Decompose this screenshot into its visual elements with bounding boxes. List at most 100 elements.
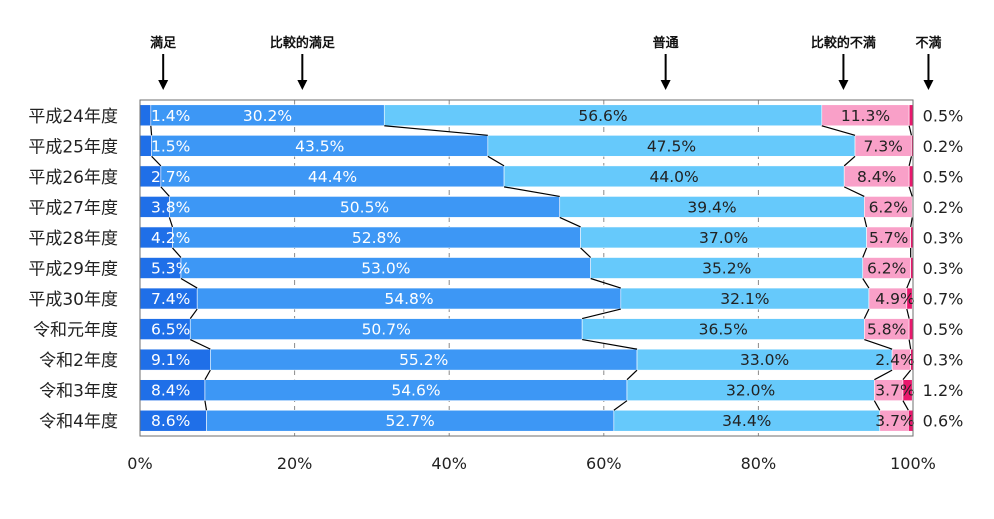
label-layer: 1.4% 30.2% 56.6% 11.3% 0.5% 1.5% 43.5% 47.5% 7.3…: [151, 106, 963, 430]
data-label-4-3: 5.7%: [869, 229, 908, 247]
data-label-outside-6: 0.7%: [923, 290, 964, 309]
connector-1-5: [180, 277, 198, 289]
connector-2-7: [582, 338, 638, 350]
connector-3-3: [863, 217, 868, 228]
connector-1-7: [189, 339, 211, 350]
connector-2-2: [503, 186, 560, 198]
legend-arrow-head-0: [158, 80, 169, 90]
connector-1-4: [172, 247, 182, 258]
connector-3-9: [873, 400, 881, 411]
x-tick-label-3: 60%: [586, 454, 622, 473]
data-label-0-0: 1.4%: [151, 107, 190, 125]
data-label-8-2: 33.0%: [740, 351, 789, 369]
connector-4-8: [902, 369, 912, 381]
bar-1-0: [139, 135, 152, 157]
data-label-0-3: 11.3%: [841, 107, 890, 125]
data-label-1-0: 1.5%: [151, 137, 190, 155]
data-label-6-3: 4.9%: [875, 290, 914, 308]
data-label-outside-8: 0.3%: [923, 351, 964, 370]
connector-2-0: [384, 125, 488, 136]
connector-2-1: [487, 155, 505, 167]
data-label-7-2: 36.5%: [699, 321, 748, 339]
connector-3-8: [874, 369, 893, 381]
data-label-3-3: 6.2%: [869, 198, 908, 216]
connector-1-2: [160, 186, 170, 197]
data-label-6-2: 32.1%: [720, 290, 769, 308]
bar-0-0: [139, 104, 152, 127]
data-label-0-1: 30.2%: [243, 107, 292, 125]
connector-4-2: [908, 186, 913, 197]
x-tick-label-5: 100%: [890, 454, 936, 473]
data-label-2-0: 2.7%: [151, 168, 190, 186]
x-tick-label-0: 0%: [127, 454, 152, 473]
category-label-10: 令和4年度: [39, 412, 118, 432]
data-label-outside-7: 0.5%: [923, 320, 964, 339]
connector-1-6: [189, 308, 198, 319]
data-label-0-2: 56.6%: [578, 107, 627, 125]
data-label-8-1: 55.2%: [399, 351, 448, 369]
category-label-6: 平成30年度: [28, 290, 118, 310]
connector-2-6: [582, 308, 621, 320]
data-label-outside-0: 0.5%: [923, 106, 964, 125]
bar-7-4: [908, 318, 914, 340]
x-tick-label-4: 80%: [741, 454, 777, 473]
data-label-3-1: 50.5%: [340, 198, 389, 216]
connector-layer: [150, 125, 913, 411]
category-label-8: 令和2年度: [39, 351, 118, 371]
bar-0-4: [908, 104, 914, 127]
legend-label-1: 比較的満足: [270, 35, 336, 51]
connector-3-5: [862, 278, 870, 289]
legend-label-4: 不満: [915, 35, 941, 51]
data-label-9-3: 3.7%: [875, 382, 914, 400]
data-label-10-1: 52.7%: [386, 412, 435, 430]
legend-arrow-head-1: [297, 80, 308, 90]
connector-4-5: [906, 278, 912, 289]
data-label-7-0: 6.5%: [151, 321, 190, 339]
connector-4-9: [902, 400, 909, 411]
data-label-9-1: 54.6%: [391, 382, 440, 400]
data-label-2-1: 44.4%: [308, 168, 357, 186]
connector-2-4: [580, 247, 592, 258]
category-label-0: 平成24年度: [28, 107, 118, 127]
bar-6-4: [906, 287, 913, 310]
data-label-10-3: 3.7%: [875, 412, 914, 430]
data-label-10-2: 34.4%: [722, 412, 771, 430]
connector-4-0: [908, 125, 913, 136]
category-label-1: 平成25年度: [28, 137, 118, 157]
connector-1-0: [150, 125, 153, 136]
data-label-5-3: 6.2%: [867, 260, 906, 278]
data-label-10-0: 8.6%: [151, 412, 190, 430]
legend-arrow-head-3: [838, 80, 849, 90]
legend-label-0: 満足: [150, 35, 177, 51]
x-tick-label-2: 40%: [431, 454, 467, 473]
data-label-3-0: 3.8%: [151, 198, 190, 216]
data-label-6-1: 54.8%: [384, 290, 433, 308]
data-label-3-2: 39.4%: [687, 198, 736, 216]
connector-1-3: [168, 217, 174, 228]
axis-layer: 平成24年度平成25年度平成26年度平成27年度平成28年度平成29年度平成30…: [28, 99, 936, 473]
plot-frame: [139, 99, 914, 437]
bar-layer: [139, 104, 915, 432]
legend-label-3: 比較的不満: [811, 35, 876, 51]
category-label-5: 平成29年度: [28, 260, 118, 280]
data-label-1-1: 43.5%: [295, 137, 344, 155]
category-label-9: 令和3年度: [39, 382, 118, 402]
legend-arrow-layer: 満足 比較的満足 普通 比較的不満 不満: [150, 35, 941, 90]
legend-label-2: 普通: [653, 35, 679, 51]
category-label-4: 平成28年度: [28, 229, 118, 249]
connector-1-8: [204, 369, 211, 380]
connector-2-3: [559, 216, 581, 228]
bar-2-4: [908, 165, 914, 188]
data-label-4-2: 37.0%: [699, 229, 748, 247]
bar-9-4: [902, 379, 913, 401]
category-label-2: 平成26年度: [28, 168, 118, 188]
data-label-outside-1: 0.2%: [923, 137, 964, 156]
data-label-9-2: 32.0%: [726, 382, 775, 400]
data-label-7-3: 5.8%: [867, 321, 906, 339]
category-label-3: 平成27年度: [28, 198, 118, 218]
legend-arrow-head-2: [660, 80, 671, 90]
connector-2-8: [626, 369, 638, 381]
connector-2-5: [590, 277, 621, 289]
data-label-9-0: 8.4%: [151, 382, 190, 400]
